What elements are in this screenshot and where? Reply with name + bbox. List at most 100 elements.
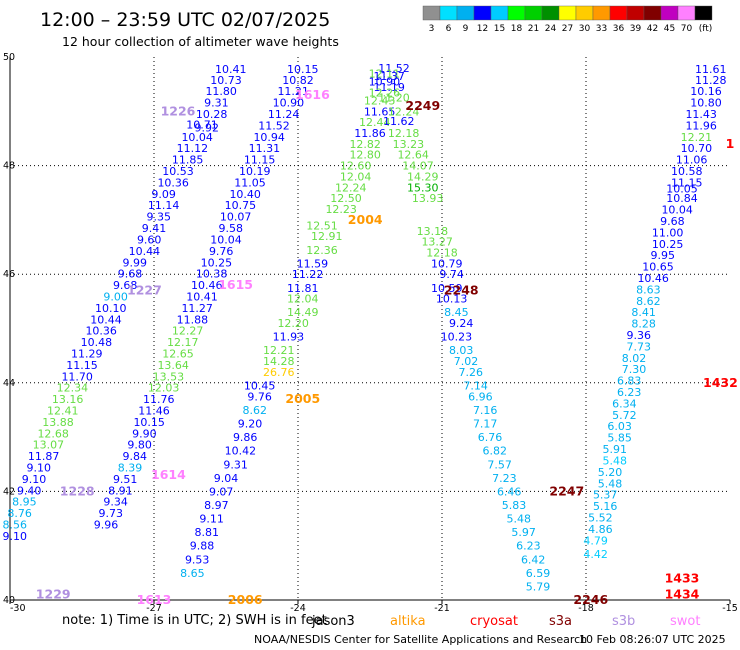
pass-labels: 1616 1226 2249 2004 1615 1227 2248 1432 2005 1614…: [36, 87, 738, 607]
wave-height-value: 13.07: [33, 439, 65, 452]
wave-height-value: 11.52: [378, 62, 410, 75]
wave-height-value: 10.23: [441, 331, 473, 344]
wave-height-value: 6.03: [607, 420, 632, 433]
wave-height-value: 12.80: [349, 149, 381, 162]
pass-label: 2248: [444, 282, 479, 297]
wave-height-value: 11.37: [373, 70, 405, 83]
x-tick-label: -24: [290, 603, 306, 614]
pass-label: 1: [726, 136, 735, 151]
wave-height-value: 6.23: [617, 386, 642, 399]
wave-height-value: 11.22: [292, 268, 324, 281]
pass-label: 1226: [161, 103, 196, 118]
scale-swatch: [473, 5, 492, 21]
wave-height-value: 11.15: [244, 154, 276, 167]
wave-height-value: 11.85: [172, 154, 204, 167]
wave-height-value: 11.19: [373, 81, 405, 94]
scale-label: 30: [579, 24, 591, 34]
wave-height-value: 7.23: [492, 472, 517, 485]
wave-height-value: 8.81: [195, 526, 220, 539]
wave-height-value: 10.75: [225, 199, 257, 212]
y-tick-label: 44: [3, 378, 15, 389]
wave-height-value: 9.76: [247, 390, 272, 403]
wave-height-value: 10.46: [191, 279, 223, 292]
wave-height-value: 9.76: [209, 245, 234, 258]
wave-height-value: 5.79: [526, 580, 551, 593]
pass-label: 1434: [665, 587, 700, 602]
wave-height-value: 9.10: [3, 530, 28, 543]
scale-label: 12: [477, 24, 488, 34]
wave-height-value: 12.34: [57, 382, 89, 395]
legend-s3a: s3a: [549, 614, 572, 629]
wave-height-value: 12.21: [263, 344, 295, 357]
scale-label: 18: [511, 24, 523, 34]
wave-height-value: 10.10: [95, 302, 127, 315]
wave-height-value: 8.39: [118, 462, 143, 475]
wave-height-value: 11.27: [181, 302, 213, 315]
wave-height-value: 10.58: [671, 165, 703, 178]
wave-height-value: 14.07: [402, 160, 434, 173]
color-scale: 3 6 9 12 15 18 21 24 27 30 33 36 39 42 45 70 (ft): [422, 5, 712, 34]
wave-height-value: 6.76: [478, 431, 503, 444]
wave-height-value: 9.60: [137, 233, 162, 246]
scale-swatch: [541, 5, 560, 21]
scale-label: 45: [664, 24, 675, 34]
wave-height-value: 14.49: [287, 306, 319, 319]
legend-swot: swot: [670, 614, 700, 629]
wave-height-value: 9.20: [238, 418, 263, 431]
pass-label: 1433: [665, 570, 700, 585]
wave-height-value: 10.82: [282, 74, 314, 87]
wave-height-value: 4.86: [588, 523, 613, 536]
wave-height-value: 9.11: [199, 513, 224, 526]
wave-height-value: 10.71: [186, 118, 218, 131]
scale-swatch: [677, 5, 696, 21]
x-tick-label: -21: [434, 603, 450, 614]
wave-height-value: 9.80: [127, 439, 152, 452]
legend-cryosat: cryosat: [470, 614, 518, 629]
wave-height-value: 9.58: [219, 222, 244, 235]
scale-label: 24: [545, 24, 557, 34]
wave-height-value: 9.99: [123, 256, 148, 269]
wave-height-value: 12.44: [359, 116, 391, 129]
wave-height-value: 10.36: [157, 176, 189, 189]
legend-jason3: jason3: [311, 614, 355, 629]
wave-height-value: 10.05: [666, 182, 698, 195]
wave-height-value: 10.41: [215, 63, 247, 76]
wave-height-value: 12.11: [369, 67, 401, 80]
wave-height-value: 7.14: [463, 380, 488, 393]
scale-swatch: [490, 5, 509, 21]
wave-height-value: 11.70: [61, 370, 93, 383]
x-tick-label: -15: [722, 603, 738, 614]
wave-height-value: 11.05: [234, 176, 266, 189]
wave-height-value: 11.12: [177, 142, 209, 155]
scale-label: 9: [463, 24, 469, 34]
data-marks: 10.4110.7311.809.3110.2810.719.9210.0411…: [3, 62, 727, 594]
x-tick-label: -30: [10, 603, 26, 614]
wave-height-value: 9.40: [17, 484, 42, 497]
wave-height-value: 10.07: [220, 211, 252, 224]
wave-height-value: 12.36: [306, 244, 338, 257]
wave-height-value: 11.31: [249, 142, 281, 155]
wave-height-value: 7.16: [473, 404, 498, 417]
credit-text: NOAA/NESDIS Center for Satellite Applica…: [254, 633, 587, 646]
pass-label: 1616: [295, 87, 330, 102]
wave-height-value: 5.20: [598, 466, 623, 479]
scale-label: 27: [562, 24, 573, 34]
wave-height-value: 9.31: [204, 97, 229, 110]
wave-height-value: 8.91: [108, 484, 133, 497]
wave-height-value: 11.24: [268, 108, 300, 121]
wave-height-value: 9.41: [142, 222, 167, 235]
wave-height-value: 9.88: [190, 540, 215, 553]
wave-height-value: 12.65: [162, 347, 194, 360]
pass-label: 2249: [405, 98, 440, 113]
scale-swatch: [439, 5, 458, 21]
pass-label: 2005: [285, 391, 320, 406]
pass-label: 1615: [218, 277, 253, 292]
wave-height-value: 8.03: [449, 344, 474, 357]
wave-height-value: 11.28: [695, 74, 727, 87]
wave-height-value: 10.04: [661, 204, 693, 217]
wave-height-value: 9.92: [195, 122, 220, 135]
scale-swatch: [660, 5, 679, 21]
wave-height-value: 10.90: [369, 75, 401, 88]
wave-height-value: 11.15: [671, 176, 703, 189]
